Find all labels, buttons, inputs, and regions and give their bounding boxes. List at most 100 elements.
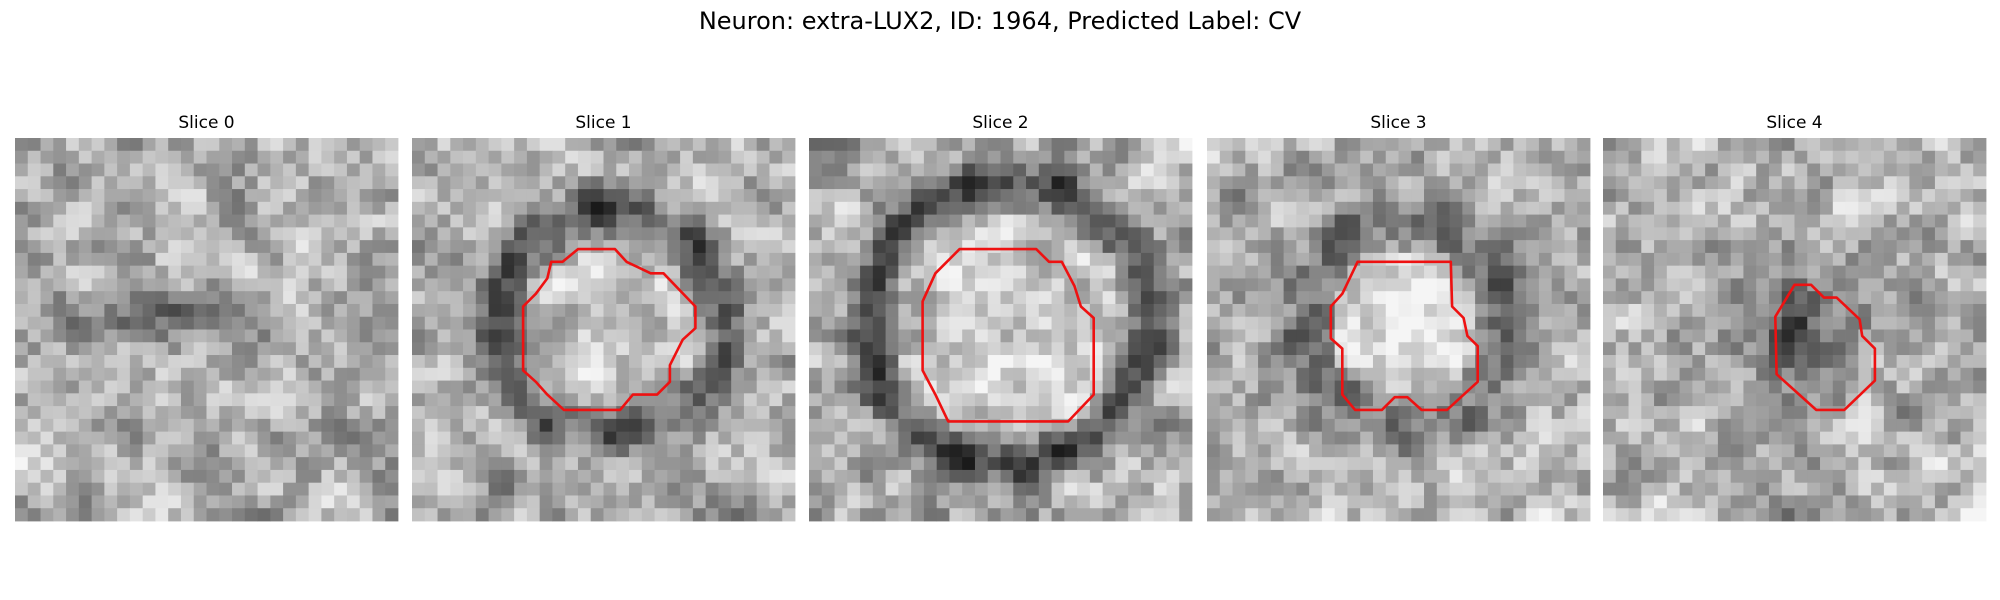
- pixel: [1705, 418, 1719, 433]
- pixel: [1013, 444, 1027, 458]
- pixel: [1513, 355, 1527, 369]
- pixel: [193, 342, 207, 356]
- pixel: [1166, 342, 1180, 356]
- pixel: [244, 278, 258, 292]
- pixel: [847, 444, 861, 458]
- pixel: [129, 278, 144, 292]
- pixel: [1258, 214, 1272, 228]
- pixel: [1526, 495, 1540, 509]
- pixel: [27, 367, 41, 381]
- pixel: [1615, 227, 1629, 241]
- pixel: [117, 406, 131, 420]
- pixel: [1730, 265, 1744, 279]
- pixel: [1871, 367, 1885, 381]
- pixel: [1768, 431, 1783, 445]
- pixel: [1820, 367, 1834, 381]
- pixel: [1538, 163, 1553, 177]
- pixel: [1934, 329, 1949, 343]
- pixel: [1232, 444, 1246, 458]
- pixel: [1140, 469, 1155, 484]
- pixel: [885, 495, 899, 509]
- pixel: [91, 291, 105, 305]
- pixel: [1140, 240, 1155, 254]
- pixel: [1064, 189, 1078, 203]
- pixel: [1283, 278, 1297, 292]
- pixel: [1026, 393, 1040, 407]
- pixel: [782, 291, 796, 305]
- pixel: [1026, 329, 1040, 343]
- pixel: [1896, 240, 1910, 254]
- pixel: [1102, 214, 1116, 228]
- pixel: [1858, 495, 1872, 509]
- pixel: [680, 495, 694, 509]
- pixel: [987, 406, 1001, 420]
- pixel: [1115, 431, 1129, 445]
- pixel: [1871, 189, 1885, 203]
- pixel: [117, 431, 131, 445]
- pixel: [1794, 138, 1808, 152]
- pixel: [1564, 278, 1578, 292]
- pixel: [1270, 342, 1284, 356]
- pixel: [885, 380, 899, 394]
- pixel: [872, 252, 886, 267]
- pixel: [1283, 265, 1297, 279]
- pixel: [1347, 291, 1361, 305]
- pixel: [91, 342, 105, 356]
- pixel: [1615, 163, 1629, 177]
- pixel: [1128, 163, 1142, 177]
- pixel: [1360, 291, 1374, 305]
- pixel: [1820, 316, 1834, 330]
- pixel: [1807, 444, 1821, 458]
- pixel: [577, 227, 592, 241]
- pixel: [257, 265, 271, 279]
- pixel: [117, 227, 131, 241]
- pixel: [552, 355, 566, 369]
- pixel: [756, 240, 770, 254]
- pixel: [232, 303, 246, 318]
- pixel: [117, 393, 131, 407]
- pixel: [1038, 355, 1052, 369]
- pixel: [1334, 189, 1348, 203]
- pixel: [577, 457, 592, 471]
- pixel: [743, 342, 758, 356]
- pixel: [1207, 342, 1221, 356]
- pixel: [1449, 265, 1463, 279]
- pixel: [66, 278, 80, 292]
- pixel: [117, 176, 131, 190]
- pixel: [885, 303, 899, 318]
- pixel: [962, 406, 976, 420]
- pixel: [295, 329, 310, 343]
- pixel: [1896, 406, 1910, 420]
- pixel: [66, 189, 80, 203]
- pixel: [1500, 444, 1514, 458]
- pixel: [1153, 482, 1167, 496]
- pixel: [1526, 457, 1540, 471]
- pixel: [1411, 418, 1425, 433]
- pixel: [1577, 201, 1591, 215]
- pixel: [1654, 355, 1668, 369]
- pixel: [514, 393, 528, 407]
- pixel: [1883, 367, 1898, 381]
- pixel: [66, 355, 80, 369]
- pixel: [1219, 227, 1233, 241]
- pixel: [1140, 508, 1155, 522]
- pixel: [129, 495, 144, 509]
- pixel: [334, 508, 348, 522]
- pixel: [834, 252, 848, 267]
- pixel: [680, 265, 694, 279]
- pixel: [1692, 163, 1706, 177]
- pixel: [577, 278, 592, 292]
- pixel: [641, 163, 655, 177]
- pixel: [412, 495, 426, 509]
- pixel: [1245, 495, 1259, 509]
- pixel: [1077, 482, 1091, 496]
- pixel: [1309, 457, 1323, 471]
- pixel: [1615, 355, 1629, 369]
- pixel: [1730, 189, 1744, 203]
- pixel: [1551, 355, 1565, 369]
- pixel: [283, 342, 297, 356]
- pixel: [321, 176, 335, 190]
- pixel: [1654, 278, 1668, 292]
- pixel: [244, 214, 258, 228]
- pixel: [1398, 482, 1412, 496]
